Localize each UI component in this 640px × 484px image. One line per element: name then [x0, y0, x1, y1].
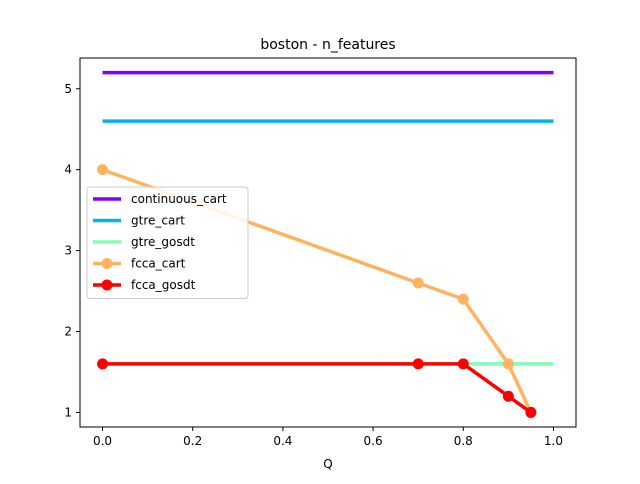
- legend-marker-fcca-cart: [101, 258, 113, 269]
- x-tick-label: 1.0: [544, 434, 563, 448]
- data-point-fcca-gosdt: [502, 390, 514, 402]
- series-line-fcca-gosdt: [102, 362, 532, 414]
- plot-area: [97, 70, 554, 418]
- y-tick-label: 2: [64, 325, 72, 339]
- x-tick-label: 0.4: [273, 434, 292, 448]
- data-point-fcca-gosdt: [525, 406, 537, 418]
- y-tick-label: 1: [64, 405, 72, 419]
- data-point-fcca-cart: [97, 164, 109, 176]
- x-axis-label: Q: [323, 457, 332, 471]
- legend-label-fcca-cart: fcca_cart: [131, 257, 186, 271]
- legend-label-fcca-gosdt: fcca_gosdt: [131, 278, 196, 292]
- legend: continuous_cart gtre_cart gtre_gosdt fcca_c…: [86, 186, 249, 299]
- data-point-fcca-gosdt: [457, 358, 469, 370]
- x-tick-label: 0.8: [454, 434, 473, 448]
- data-point-fcca-cart: [412, 277, 424, 289]
- data-point-fcca-gosdt: [412, 358, 424, 370]
- y-tick-label: 5: [64, 82, 72, 96]
- legend-box: [86, 186, 249, 299]
- data-point-fcca-gosdt: [97, 358, 109, 370]
- plot-frame: [79, 57, 577, 428]
- legend-marker-fcca-gosdt: [101, 279, 113, 291]
- y-tick-label: 4: [64, 163, 72, 177]
- legend-label-continuous-cart: continuous_cart: [131, 192, 227, 206]
- data-point-fcca-cart: [502, 358, 514, 370]
- x-tick-label: 0.6: [364, 434, 383, 448]
- chart-title: boston - n_features: [260, 37, 395, 53]
- y-tick-label: 3: [64, 244, 72, 258]
- axes: 0.0 0.2 0.4 0.6 0.8 1.0 1 2 3 4 5: [64, 57, 577, 448]
- legend-label-gtre-cart: gtre_cart: [131, 214, 185, 228]
- x-tick-label: 0.0: [93, 434, 112, 448]
- legend-label-gtre-gosdt: gtre_gosdt: [131, 235, 195, 249]
- data-point-fcca-cart: [457, 293, 469, 305]
- x-tick-label: 0.2: [183, 434, 202, 448]
